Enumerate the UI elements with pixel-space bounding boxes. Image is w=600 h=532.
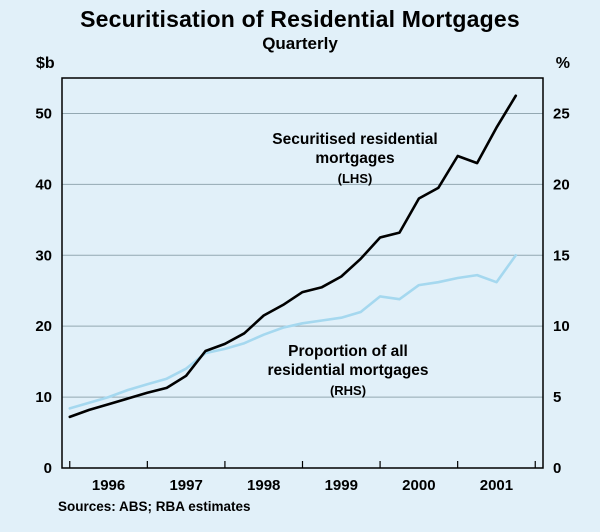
- right-axis-unit-label: %: [555, 55, 570, 72]
- x-axis-tick-label: 2001: [480, 477, 513, 494]
- annotation-axis-tag-lhs: (LHS): [337, 171, 373, 186]
- annotation-proportion-mortgages: Proportion of all residential mortgages …: [243, 342, 453, 399]
- y-axis-right-tick-label: 25: [553, 105, 570, 122]
- x-axis-tick-label: 1999: [325, 477, 358, 494]
- y-axis-left-tick-label: 40: [35, 176, 52, 193]
- annotation-axis-tag-rhs: (RHS): [329, 383, 367, 398]
- chart-title: Securitisation of Residential Mortgages: [80, 6, 520, 32]
- source-note: Sources: ABS; RBA estimates: [58, 499, 251, 514]
- y-axis-left-tick-label: 30: [35, 247, 52, 264]
- chart-subtitle: Quarterly: [262, 34, 338, 53]
- x-axis-tick-label: 1998: [247, 477, 280, 494]
- y-axis-left-tick-label: 10: [35, 389, 52, 406]
- x-axis-tick-label: 1997: [169, 477, 202, 494]
- y-axis-right-tick-label: 15: [553, 247, 570, 264]
- y-axis-right-tick-label: 0: [553, 460, 561, 477]
- y-axis-right-tick-label: 10: [553, 318, 570, 335]
- series-line-right: [68, 254, 518, 410]
- x-axis-tick-label: 2000: [402, 477, 435, 494]
- y-axis-left-tick-label: 20: [35, 318, 52, 335]
- y-axis-right-tick-label: 5: [553, 389, 561, 406]
- y-axis-right-tick-label: 20: [553, 176, 570, 193]
- annotation-line: Proportion of all: [288, 343, 408, 360]
- x-axis-tick-label: 1996: [92, 477, 125, 494]
- left-axis-unit-label: $b: [36, 55, 55, 72]
- annotation-line: Securitised residential: [272, 131, 438, 148]
- y-axis-left-tick-label: 0: [44, 460, 52, 477]
- annotation-securitised-mortgages: Securitised residential mortgages (LHS): [240, 130, 470, 187]
- annotation-line: mortgages: [315, 150, 395, 167]
- series-line-left: [68, 94, 518, 419]
- annotation-line: residential mortgages: [267, 362, 429, 379]
- y-axis-left-tick-label: 50: [35, 105, 52, 122]
